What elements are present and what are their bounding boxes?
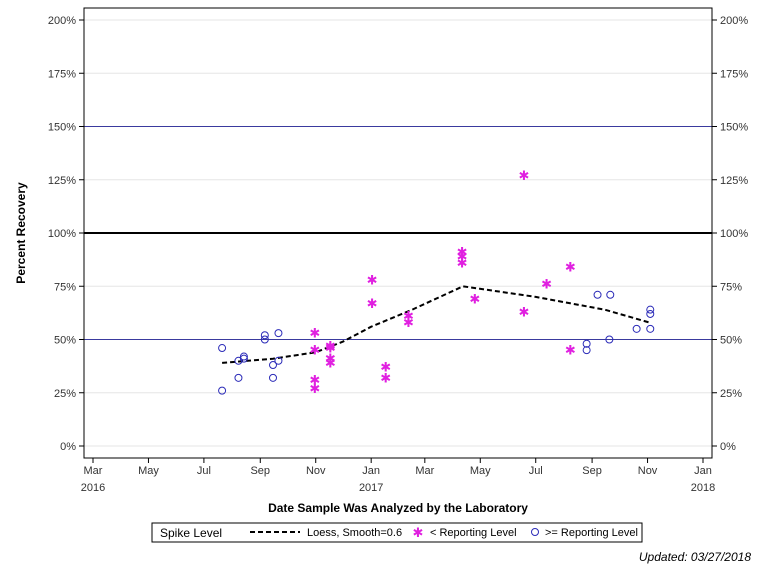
y-axis-ticks: 0% 0% 25% 25% 50% 50% 75% 75% 100% 100% 125% 125% 15…: [48, 15, 748, 453]
below-reporting-point: ✱: [518, 169, 529, 184]
x-tick-year-label: 2016: [81, 482, 105, 494]
above-reporting-point: [646, 305, 655, 314]
x-tick-label: Mar: [84, 465, 103, 477]
legend-box: [151, 522, 643, 543]
above-reporting-point: [274, 356, 283, 365]
reference-lines: [84, 126, 712, 340]
below-reporting-point: ✱: [457, 250, 468, 265]
y-tick-label-right: 100%: [720, 228, 748, 240]
series-layer: ✱✱✱✱✱✱✱✱✱✱✱✱✱✱✱✱✱✱✱✱✱✱✱: [218, 169, 655, 397]
x-tick-label: Nov: [306, 465, 326, 477]
below-reporting-point: ✱: [367, 297, 378, 312]
y-tick-label-right: 175%: [720, 68, 748, 80]
y-tick-label-left: 25%: [54, 388, 76, 400]
x-tick-label: Sep: [582, 465, 602, 477]
x-axis-title: Date Sample Was Analyzed by the Laborato…: [268, 501, 528, 515]
y-tick-label-left: 125%: [48, 175, 76, 187]
above-reporting-point: [218, 386, 227, 395]
y-tick-label-left: 100%: [48, 228, 76, 240]
y-tick-label-left: 175%: [48, 68, 76, 80]
below-reporting-point: ✱: [403, 316, 414, 331]
y-tick-label-right: 125%: [720, 175, 748, 187]
legend-circle-symbol: [531, 528, 539, 536]
legend-above-label: >= Reporting Level: [545, 527, 638, 539]
below-reporting-point: ✱: [457, 246, 468, 261]
x-tick-label: May: [470, 465, 491, 477]
above-reporting-point: [239, 354, 248, 363]
above-reporting-point: [646, 309, 655, 318]
above-reporting-point: [234, 356, 243, 365]
loess-smooth-line: [222, 285, 650, 364]
below-reporting-point: ✱: [380, 361, 391, 376]
below-reporting-point: ✱: [457, 256, 468, 271]
above-reporting-point: [274, 329, 283, 338]
below-reporting-point: ✱: [469, 293, 480, 308]
x-axis-ticks: Mar 2016 May Jul Sep Nov Jan 2017 Mar May Jul Sep No…: [81, 458, 715, 494]
below-reporting-point: ✱: [565, 344, 576, 359]
below-reporting-point: ✱: [325, 342, 336, 357]
below-reporting-point: ✱: [309, 373, 320, 388]
below-reporting-point: ✱: [565, 261, 576, 276]
x-tick-label: Sep: [250, 465, 270, 477]
below-reporting-point: ✱: [325, 356, 336, 371]
above-reporting-point: [218, 344, 227, 353]
y-tick-label-left: 150%: [48, 122, 76, 134]
below-reporting-point: ✱: [309, 344, 320, 359]
y-tick-label-right: 0%: [720, 441, 736, 453]
x-tick-label: May: [138, 465, 159, 477]
above-reporting-point: [260, 335, 269, 344]
above-reporting-point: [239, 352, 248, 361]
below-reporting-point: ✱: [309, 382, 320, 397]
y-tick-label-right: 25%: [720, 388, 742, 400]
above-reporting-point: [632, 324, 641, 333]
x-tick-label: Mar: [415, 465, 434, 477]
legend-below-label: < Reporting Level: [430, 527, 517, 539]
y-axis-title: Percent Recovery: [14, 182, 28, 284]
above-reporting-point: [269, 361, 277, 370]
above-reporting-point: [582, 346, 591, 355]
above-reporting-point: [269, 373, 277, 382]
above-reporting-point: [606, 290, 615, 299]
above-reporting-point: [605, 335, 614, 344]
y-tick-label-left: 0%: [60, 441, 76, 453]
y-tick-label-left: 50%: [54, 335, 76, 347]
below-reporting-point: ✱: [380, 371, 391, 386]
y-tick-label-left: 200%: [48, 15, 76, 27]
above-reporting-point: [593, 290, 602, 299]
above-reporting-point: [646, 324, 655, 333]
above-reporting-point: [234, 373, 243, 382]
below-reporting-point: ✱: [367, 273, 378, 288]
above-reporting-point: [260, 331, 269, 340]
x-tick-label: Nov: [638, 465, 658, 477]
y-tick-label-right: 200%: [720, 15, 748, 27]
legend: Spike Level Loess, Smooth=0.6 ✱ < Report…: [151, 522, 643, 543]
below-reporting-point: ✱: [541, 278, 552, 293]
below-reporting-point: ✱: [325, 352, 336, 367]
updated-footnote: Updated: 03/27/2018: [639, 550, 751, 564]
below-reporting-point: ✱: [403, 310, 414, 325]
legend-title: Spike Level: [160, 526, 222, 540]
x-tick-label: Jan: [694, 465, 712, 477]
above-reporting-point: [582, 339, 591, 348]
legend-loess-label: Loess, Smooth=0.6: [307, 527, 402, 539]
y-tick-label-left: 75%: [54, 281, 76, 293]
y-tick-label-right: 150%: [720, 122, 748, 134]
x-tick-year-label: 2018: [691, 482, 715, 494]
legend-star-symbol: ✱: [413, 526, 424, 541]
y-tick-label-right: 50%: [720, 335, 742, 347]
x-tick-label: Jul: [529, 465, 543, 477]
below-reporting-point: ✱: [325, 339, 336, 354]
below-reporting-point: ✱: [518, 305, 529, 320]
x-tick-label: Jul: [197, 465, 211, 477]
y-tick-label-right: 75%: [720, 281, 742, 293]
below-reporting-point: ✱: [309, 327, 320, 342]
x-tick-label: Jan: [362, 465, 380, 477]
x-tick-year-label: 2017: [359, 482, 383, 494]
